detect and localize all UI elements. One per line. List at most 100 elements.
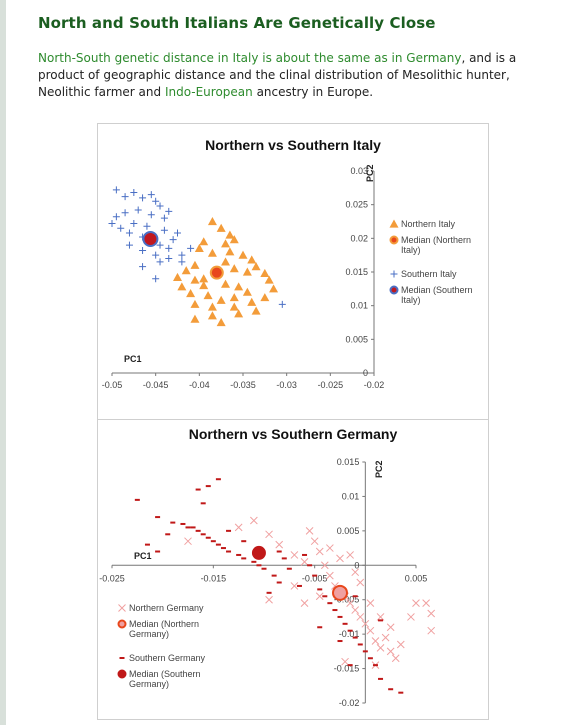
northern-germany-point [346, 551, 354, 559]
southern-germany-point [256, 564, 262, 567]
southern-germany-point [347, 664, 353, 667]
y-tick-label: 0.015 [337, 457, 360, 467]
southern-italy-point [160, 214, 168, 222]
median-northern-germany [332, 584, 348, 601]
northern-italy-point [199, 280, 209, 290]
legend-median-southern-germany-label: Median (Southern [129, 669, 201, 679]
northern-italy-point [190, 260, 200, 269]
northern-italy-point [221, 279, 231, 288]
southern-italy-point [178, 258, 186, 266]
northern-italy-point [203, 291, 213, 300]
northern-italy-point [186, 289, 196, 298]
southern-germany-point [337, 640, 343, 643]
northern-germany-point [275, 540, 284, 549]
southern-italy-point [278, 300, 286, 308]
y-tick-label: 0.015 [345, 267, 368, 277]
southern-italy-point [139, 194, 147, 202]
southern-germany-point [357, 643, 363, 646]
y-tick-label: 0.005 [337, 526, 360, 536]
northern-germany-point [386, 623, 395, 632]
northern-italy-point [221, 257, 231, 266]
x-tick-label: -0.015 [201, 573, 227, 583]
northern-germany-point [351, 606, 360, 614]
northern-germany-point [326, 544, 334, 552]
northern-germany-point [427, 626, 436, 635]
legend-median-southern-italy-label: Median (Southern [401, 285, 473, 295]
northern-italy-point [260, 268, 270, 277]
legend-southern-italy-label: Southern Italy [401, 269, 457, 279]
northern-italy-point [216, 318, 226, 327]
northern-germany-point [341, 657, 349, 666]
northern-germany-point [310, 537, 319, 546]
northern-italy-point [251, 306, 261, 315]
southern-germany-point [190, 526, 196, 529]
southern-italy-point [134, 206, 142, 214]
southern-italy-point [156, 202, 164, 210]
y-tick-label: 0.025 [345, 200, 368, 210]
southern-germany-point [281, 557, 287, 560]
southern-germany-point [241, 557, 247, 560]
southern-germany-point [170, 521, 176, 524]
southern-germany-point [220, 547, 226, 550]
x-axis-label: PC1 [124, 354, 142, 364]
x-tick-label: -0.045 [143, 380, 169, 390]
southern-germany-point [185, 526, 191, 529]
southern-germany-point [241, 540, 247, 543]
northern-italy-point [190, 314, 200, 323]
article-title: North and South Italians Are Genetically… [38, 14, 436, 32]
southern-germany-point [226, 550, 232, 553]
northern-italy-point [238, 250, 248, 259]
southern-germany-point [215, 478, 221, 481]
southern-germany-point [322, 595, 328, 598]
x-tick-label: -0.04 [189, 380, 210, 390]
northern-germany-point [371, 637, 380, 645]
northern-italy-point [207, 217, 217, 226]
indo-european-link[interactable]: Indo-European [164, 85, 253, 99]
x-tick-label: -0.025 [318, 380, 344, 390]
y-tick-label: -0.015 [334, 664, 360, 674]
x-tick-label: 0.005 [405, 573, 428, 583]
southern-germany-point [261, 567, 267, 570]
intro-text-2: ancestry in Europe. [252, 85, 374, 99]
y-tick-label: 0.03 [350, 166, 368, 176]
northern-germany-point [290, 551, 299, 559]
southern-italy-point [169, 236, 177, 244]
southern-germany-point [317, 588, 323, 591]
northern-italy-point [181, 266, 191, 275]
northern-germany-point [366, 599, 375, 608]
northern-italy-point [234, 309, 244, 318]
legend-median-northern-germany-swatch [117, 619, 127, 629]
germany-distance-link[interactable]: North-South genetic distance in Italy is… [38, 51, 462, 65]
southern-italy-point [160, 226, 168, 234]
x-tick-label: -0.03 [276, 380, 297, 390]
northern-germany-point [356, 613, 365, 621]
northern-germany-point [305, 527, 314, 535]
northern-italy-point [225, 230, 235, 239]
southern-germany-point [210, 540, 216, 543]
northern-germany-point [290, 582, 299, 590]
legend-median-northern-italy-label: Median (Northern [401, 235, 471, 245]
legend-median-southern-germany-label: Germany) [129, 679, 169, 689]
legend-median-northern-italy-swatch [389, 235, 399, 245]
southern-italy-point [156, 258, 164, 266]
northern-italy-point [225, 247, 235, 256]
southern-italy-point [108, 220, 116, 228]
northern-germany-point [391, 654, 400, 663]
northern-germany-point [184, 537, 192, 546]
southern-germany-point [352, 595, 358, 598]
northern-italy-point [269, 284, 279, 293]
southern-germany-point [251, 560, 257, 563]
y-axis-label: PC2 [365, 164, 375, 182]
southern-germany-point [347, 629, 353, 632]
x-tick-label: -0.035 [230, 380, 256, 390]
southern-germany-point [226, 529, 232, 532]
northern-germany-point [396, 640, 405, 649]
article-intro: North-South genetic distance in Italy is… [38, 50, 564, 101]
southern-germany-point [312, 574, 318, 577]
northern-germany-point [300, 557, 309, 566]
northern-italy-point [207, 248, 217, 257]
southern-italy-point [178, 251, 186, 259]
northern-italy-point [242, 267, 252, 276]
southern-italy-point [125, 229, 133, 237]
southern-italy-point [152, 251, 160, 259]
